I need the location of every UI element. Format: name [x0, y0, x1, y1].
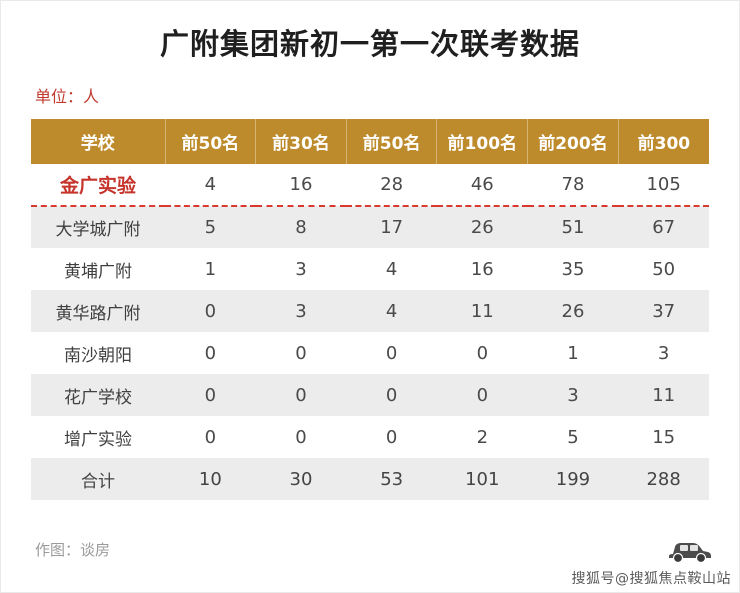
table-row: 增广实验 0 0 0 2 5 15 [31, 416, 709, 458]
value-cell: 105 [618, 164, 709, 207]
value-cell: 5 [204, 217, 217, 238]
school-cell: 金广实验 [31, 164, 165, 207]
value-cell: 0 [204, 384, 217, 406]
table-row: 黄华路广附 0 3 4 11 26 37 [31, 290, 709, 332]
value-cell: 37 [652, 300, 676, 322]
value-cell: 288 [646, 468, 681, 490]
table-row: 黄埔广附 1 3 4 16 35 50 [31, 248, 709, 290]
value-cell: 101 [465, 468, 500, 490]
col-header: 前300 [617, 119, 709, 164]
unit-label: 单位：人 [35, 87, 100, 106]
value-cell: 30 [289, 468, 313, 490]
value-cell: 3 [295, 258, 307, 280]
author-credit: 作图：谈房 [35, 541, 111, 559]
value-cell: 3 [295, 300, 307, 322]
value-cell: 1 [567, 342, 579, 364]
value-cell: 10 [198, 468, 222, 490]
table-row: 大学城广附 5 8 17 26 51 67 [31, 206, 709, 248]
table-row: 花广学校 0 0 0 0 3 11 [31, 374, 709, 416]
value-cell: 17 [380, 217, 404, 238]
value-cell: 0 [476, 342, 489, 364]
value-cell: 11 [470, 300, 494, 322]
school-cell: 黄埔广附 [64, 261, 132, 282]
value-cell: 35 [561, 258, 585, 280]
school-cell: 南沙朝阳 [64, 345, 132, 366]
col-header: 前50名 [164, 119, 256, 164]
value-cell: 0 [476, 384, 489, 406]
value-cell: 3 [567, 384, 579, 406]
col-header: 前50名 [345, 119, 437, 164]
value-cell: 16 [470, 258, 494, 280]
value-cell: 0 [295, 426, 307, 448]
value-cell: 50 [652, 258, 676, 280]
value-cell: 5 [567, 426, 579, 448]
table-body: 金广实验 4 16 28 46 78 105 大学城广附 5 8 17 26 51 67 黄埔广附 1 3 4 16… [31, 164, 709, 500]
watermark: 搜狐号@搜狐焦点鞍山站 [572, 538, 732, 588]
exam-table: 学校 前50名 前30名 前50名 前100名 前200名 前300 金广实验 4 16 28 46… [31, 119, 709, 500]
total-row: 合计 10 30 53 101 199 288 [31, 458, 709, 500]
value-cell: 0 [295, 384, 307, 406]
value-cell: 2 [476, 426, 489, 448]
school-cell: 大学城广附 [55, 220, 141, 240]
value-cell: 199 [555, 468, 591, 490]
value-cell: 1 [204, 258, 217, 280]
value-cell: 26 [470, 217, 494, 238]
col-header-school: 学校 [31, 119, 165, 164]
page-title: 广附集团新初一第一次联考数据 [159, 27, 580, 61]
value-cell: 0 [295, 342, 307, 364]
value-cell: 4 [385, 300, 398, 322]
table-row: 南沙朝阳 0 0 0 0 1 3 [31, 332, 709, 374]
value-cell: 0 [385, 384, 398, 406]
col-header: 前30名 [255, 119, 347, 164]
col-header: 前200名 [527, 119, 619, 164]
school-cell: 黄华路广附 [55, 303, 141, 324]
watermark-text: 搜狐号@搜狐焦点鞍山站 [571, 571, 731, 587]
value-cell: 0 [204, 342, 217, 364]
value-cell: 0 [385, 426, 398, 448]
value-cell: 0 [204, 300, 217, 322]
value-cell: 28 [346, 164, 437, 207]
value-cell: 0 [204, 426, 217, 448]
value-cell: 53 [380, 468, 404, 490]
value-cell: 4 [165, 164, 256, 207]
table-row: 金广实验 4 16 28 46 78 105 [31, 164, 709, 207]
value-cell: 26 [561, 300, 585, 322]
value-cell: 8 [295, 217, 307, 238]
value-cell: 46 [436, 164, 528, 207]
value-cell: 16 [255, 164, 347, 207]
car-icon [667, 538, 713, 568]
value-cell: 0 [385, 342, 398, 364]
value-cell: 4 [385, 258, 398, 280]
table-header: 学校 前50名 前30名 前50名 前100名 前200名 前300 [31, 119, 709, 164]
col-header: 前100名 [436, 119, 528, 164]
school-cell: 合计 [81, 471, 115, 492]
school-cell: 花广学校 [64, 387, 132, 408]
school-cell: 增广实验 [64, 429, 132, 450]
value-cell: 67 [652, 217, 676, 238]
value-cell: 3 [657, 342, 670, 364]
value-cell: 78 [527, 164, 619, 207]
header-row: 学校 前50名 前30名 前50名 前100名 前200名 前300 [31, 119, 709, 164]
value-cell: 15 [652, 426, 676, 448]
value-cell: 11 [652, 384, 676, 406]
value-cell: 51 [561, 217, 585, 238]
